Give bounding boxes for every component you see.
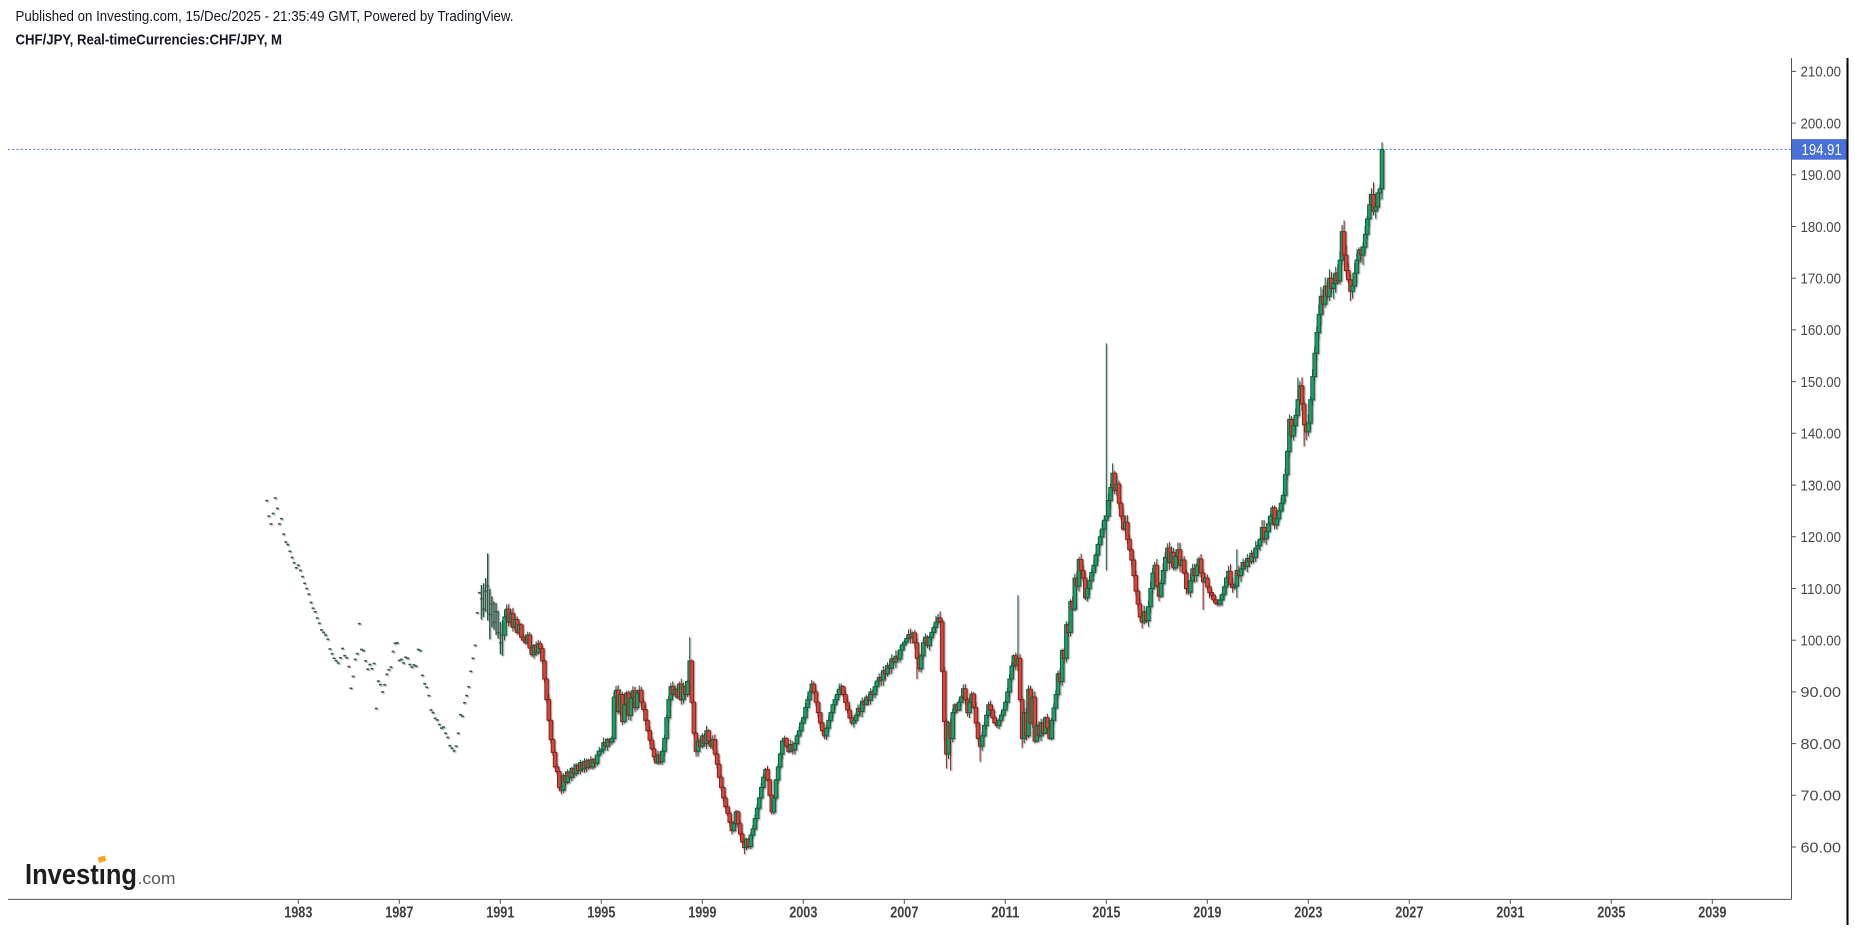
svg-text:2035: 2035 <box>1597 905 1625 922</box>
svg-text:210.00: 210.00 <box>1801 64 1842 81</box>
svg-text:2011: 2011 <box>991 905 1019 922</box>
svg-text:2027: 2027 <box>1395 905 1423 922</box>
svg-text:200.00: 200.00 <box>1801 115 1842 132</box>
svg-text:194.91: 194.91 <box>1802 142 1842 159</box>
svg-text:80.00: 80.00 <box>1801 736 1842 753</box>
svg-text:Investıng: Investıng <box>25 859 137 891</box>
svg-text:1999: 1999 <box>688 905 716 922</box>
svg-text:140.00: 140.00 <box>1801 426 1842 443</box>
svg-text:160.00: 160.00 <box>1801 322 1842 339</box>
svg-text:1983: 1983 <box>284 905 312 922</box>
svg-text:2003: 2003 <box>789 905 817 922</box>
svg-text:120.00: 120.00 <box>1801 529 1842 546</box>
svg-text:150.00: 150.00 <box>1801 374 1842 391</box>
svg-text:100.00: 100.00 <box>1801 633 1842 650</box>
svg-text:2023: 2023 <box>1294 905 1322 922</box>
svg-text:70.00: 70.00 <box>1801 788 1842 805</box>
svg-text:2039: 2039 <box>1698 905 1726 922</box>
svg-text:180.00: 180.00 <box>1801 219 1842 236</box>
svg-text:1995: 1995 <box>587 905 615 922</box>
svg-text:Published on Investing.com, 15: Published on Investing.com, 15/Dec/2025 … <box>16 8 514 25</box>
svg-text:2031: 2031 <box>1496 905 1524 922</box>
svg-text:90.00: 90.00 <box>1801 684 1842 701</box>
svg-text:170.00: 170.00 <box>1801 271 1842 288</box>
svg-text:190.00: 190.00 <box>1801 167 1842 184</box>
svg-text:CHF/JPY, Real-timeCurrencies:C: CHF/JPY, Real-timeCurrencies:CHF/JPY, M <box>16 32 283 49</box>
svg-text:1987: 1987 <box>385 905 413 922</box>
svg-text:2007: 2007 <box>890 905 918 922</box>
svg-text:2015: 2015 <box>1092 905 1120 922</box>
svg-text:130.00: 130.00 <box>1801 477 1842 494</box>
svg-text:2019: 2019 <box>1193 905 1221 922</box>
svg-text:110.00: 110.00 <box>1801 581 1842 598</box>
svg-text:1991: 1991 <box>486 905 514 922</box>
svg-text:.com: .com <box>138 869 176 888</box>
svg-text:60.00: 60.00 <box>1801 839 1842 856</box>
